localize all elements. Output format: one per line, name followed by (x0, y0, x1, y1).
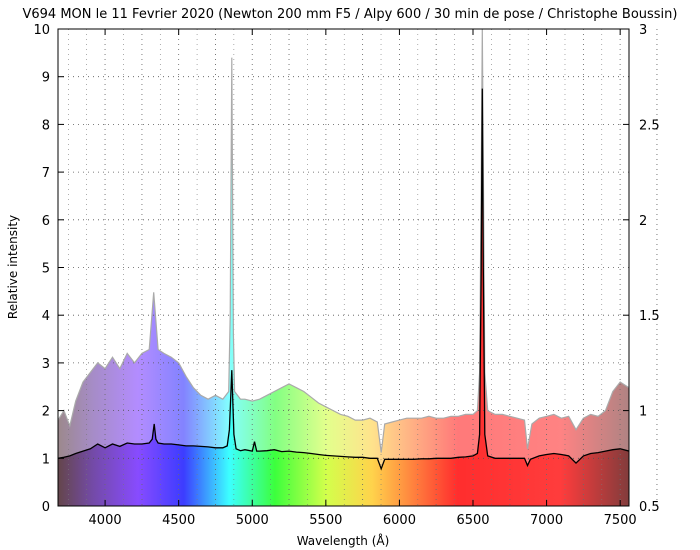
x-tick-label: 7000 (530, 513, 563, 528)
y-tick-label: 2 (42, 405, 50, 420)
chart-title: V694 MON le 11 Fevrier 2020 (Newton 200 … (23, 7, 678, 22)
y2-tick-label: 2 (639, 214, 647, 229)
y2-tick-label: 3 (639, 23, 647, 38)
y-axis-title: Relative intensity (6, 215, 20, 319)
series-line-black (58, 88, 629, 471)
y2-tick-label: 1 (639, 405, 647, 420)
y-tick-label: 5 (42, 262, 50, 277)
y2-tick-label: 2.5 (639, 118, 660, 133)
spectrum-lower-fill (58, 88, 629, 506)
y-tick-label: 3 (42, 357, 50, 372)
x-tick-label: 5000 (236, 513, 269, 528)
x-tick-label: 4000 (89, 513, 122, 528)
x-tick-label: 7500 (604, 513, 637, 528)
x-tick-label: 5500 (309, 513, 342, 528)
x-tick-label: 6500 (456, 513, 489, 528)
y-tick-label: 4 (42, 309, 50, 324)
y-tick-label: 6 (42, 214, 50, 229)
y2-tick-label: 0.5 (639, 500, 660, 515)
y-tick-label: 7 (42, 166, 50, 181)
y2-tick-label: 1.5 (639, 309, 660, 324)
x-tick-label: 4500 (162, 513, 195, 528)
x-tick-label: 6000 (383, 513, 416, 528)
series-line-grey (58, 29, 629, 453)
y-tick-label: 10 (33, 23, 50, 38)
y-tick-label: 9 (42, 71, 50, 86)
x-axis-title: Wavelength (Å) (297, 533, 390, 548)
y-tick-label: 8 (42, 118, 50, 133)
y-tick-label: 1 (42, 452, 50, 467)
y-tick-label: 0 (42, 500, 50, 515)
